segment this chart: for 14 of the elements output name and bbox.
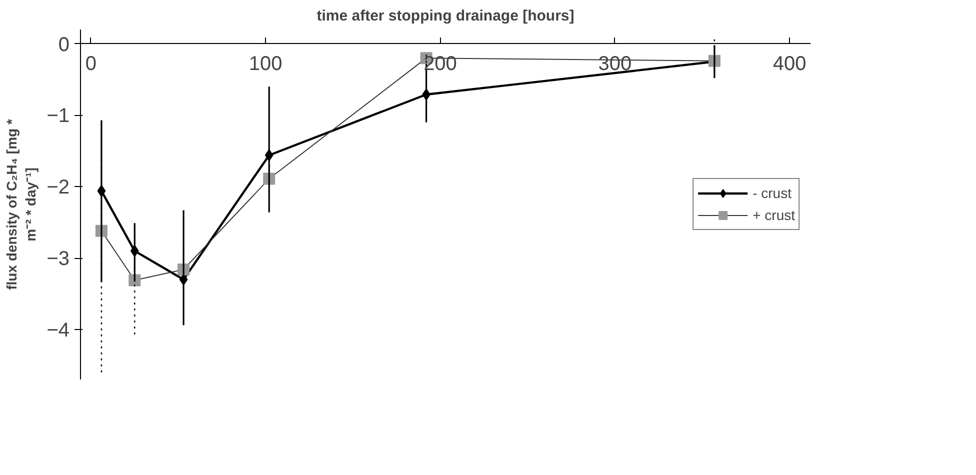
point xyxy=(128,274,141,286)
x-tick-label: 400 xyxy=(772,52,806,75)
legend-label: + crust xyxy=(752,207,795,223)
x-tick-label: 0 xyxy=(85,52,97,75)
y-tick-label: −4 xyxy=(46,320,70,342)
chart-title: time after stopping drainage [hours] xyxy=(316,8,574,24)
legend-label: - crust xyxy=(752,185,792,201)
y-axis-title: flux density of C₂H₄ [mg * m⁻² * day⁻¹] xyxy=(3,118,39,290)
y-tick-label: 0 xyxy=(58,34,70,56)
y-tick-label: −2 xyxy=(46,176,70,199)
y-tick-label: −3 xyxy=(46,248,70,270)
x-tick-label: 100 xyxy=(248,52,282,75)
x-tick-label: 200 xyxy=(424,52,457,75)
y-tick-label: −1 xyxy=(46,105,70,128)
